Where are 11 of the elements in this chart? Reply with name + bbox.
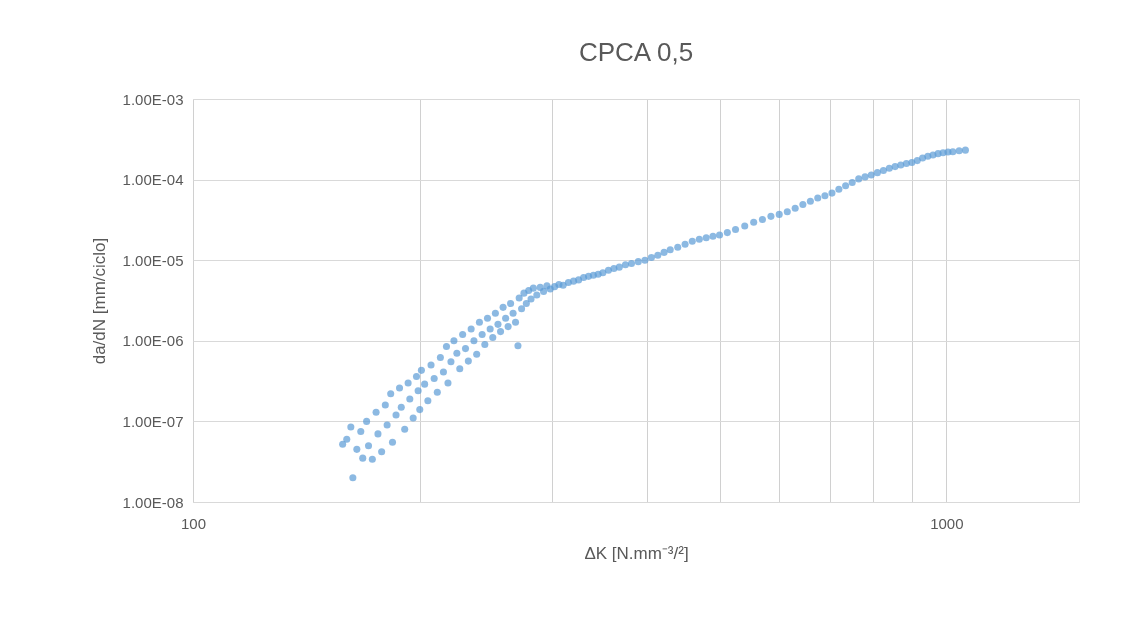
y-tick-label: 1.00E-05 [122,251,184,269]
chart-title: CPCA 0,5 [578,37,694,67]
y-axis-title: da/dN [mm/ciclo] [89,237,109,365]
y-tick-label: 1.00E-04 [122,171,184,189]
y-tick-label: 1.00E-06 [122,332,184,350]
x-tick-label: 100 [180,514,207,532]
x-tick-label: 1000 [930,514,964,532]
y-tick-label: 1.00E-08 [122,493,184,511]
x-axis-title: ΔK [N.mm⁻³/²] [584,543,689,563]
y-tick-label: 1.00E-03 [122,90,184,108]
y-tick-label: 1.00E-07 [122,412,184,430]
